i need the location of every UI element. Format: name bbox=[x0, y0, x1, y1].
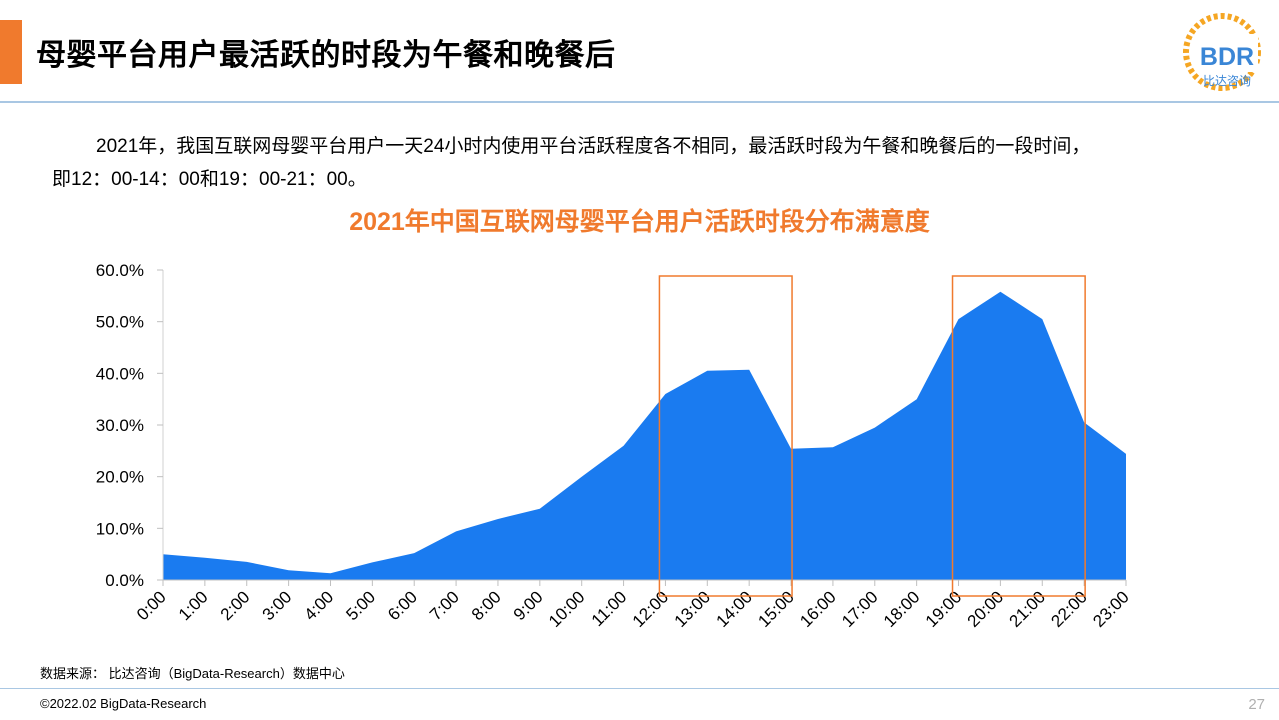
y-tick-label: 50.0% bbox=[96, 313, 144, 332]
header-divider bbox=[0, 101, 1279, 103]
x-tick-label: 10:00 bbox=[545, 587, 589, 631]
x-tick-label: 11:00 bbox=[588, 587, 631, 630]
x-tick-label: 23:00 bbox=[1089, 587, 1133, 631]
logo-mask bbox=[1196, 34, 1258, 72]
x-tick-label: 17:00 bbox=[838, 587, 882, 631]
y-tick-label: 30.0% bbox=[96, 416, 144, 435]
chart-title: 2021年中国互联网母婴平台用户活跃时段分布满意度 bbox=[349, 208, 930, 236]
description: 2021年，我国互联网母婴平台用户一天24小时内使用平台活跃程度各不相同，最活跃… bbox=[52, 130, 1232, 196]
x-tick-label: 3:00 bbox=[259, 587, 296, 624]
copyright: ©2022.02 BigData-Research bbox=[40, 696, 207, 711]
x-tick-label: 4:00 bbox=[300, 587, 337, 624]
description-line-1: 2021年，我国互联网母婴平台用户一天24小时内使用平台活跃程度各不相同，最活跃… bbox=[96, 136, 1091, 157]
x-tick-label: 5:00 bbox=[342, 587, 379, 624]
x-tick-label: 21:00 bbox=[1006, 587, 1050, 631]
footer-divider bbox=[0, 688, 1279, 689]
x-tick-label: 1:00 bbox=[175, 587, 212, 624]
y-tick-label: 40.0% bbox=[96, 364, 144, 383]
logo-subtext: 比达咨询 bbox=[1203, 73, 1251, 88]
x-tick-label: 14:00 bbox=[712, 587, 756, 631]
highlight-box bbox=[951, 275, 1086, 597]
x-tick-label: 12:00 bbox=[629, 587, 673, 631]
x-tick-label: 9:00 bbox=[510, 587, 547, 624]
y-tick-label: 60.0% bbox=[96, 261, 144, 280]
x-tick-label: 7:00 bbox=[426, 587, 463, 624]
page-number: 27 bbox=[1248, 696, 1265, 713]
data-source: 数据来源： 比达咨询（BigData-Research）数据中心 bbox=[40, 666, 345, 681]
x-tick-label: 18:00 bbox=[880, 587, 924, 631]
logo-text: BDR bbox=[1200, 43, 1254, 71]
description-line-2: 即12：00-14：00和19：00-21：00。 bbox=[52, 169, 367, 190]
y-tick-label: 10.0% bbox=[96, 519, 144, 538]
x-tick-label: 16:00 bbox=[796, 587, 840, 631]
y-tick-label: 20.0% bbox=[96, 468, 144, 487]
x-tick-label: 8:00 bbox=[468, 587, 505, 624]
y-tick-label: 0.0% bbox=[105, 571, 144, 590]
x-tick-label: 20:00 bbox=[964, 587, 1008, 631]
page-title: 母婴平台用户最活跃的时段为午餐和晚餐后 bbox=[36, 39, 616, 72]
x-tick-label: 13:00 bbox=[671, 587, 715, 631]
x-tick-label: 19:00 bbox=[922, 587, 966, 631]
area-series bbox=[163, 291, 1126, 580]
x-tick-label: 0:00 bbox=[133, 587, 170, 624]
x-tick-label: 2:00 bbox=[217, 587, 254, 624]
header-accent-bar bbox=[0, 20, 22, 84]
highlight-box bbox=[658, 275, 793, 597]
area-chart: 0.0% 10.0% 20.0% 30.0% 40.0% 50.0% 60.0% 0:00 1:… bbox=[96, 261, 1133, 631]
bdr-logo: BDR 比达咨询 bbox=[1183, 13, 1261, 91]
x-tick-label: 6:00 bbox=[384, 587, 421, 624]
